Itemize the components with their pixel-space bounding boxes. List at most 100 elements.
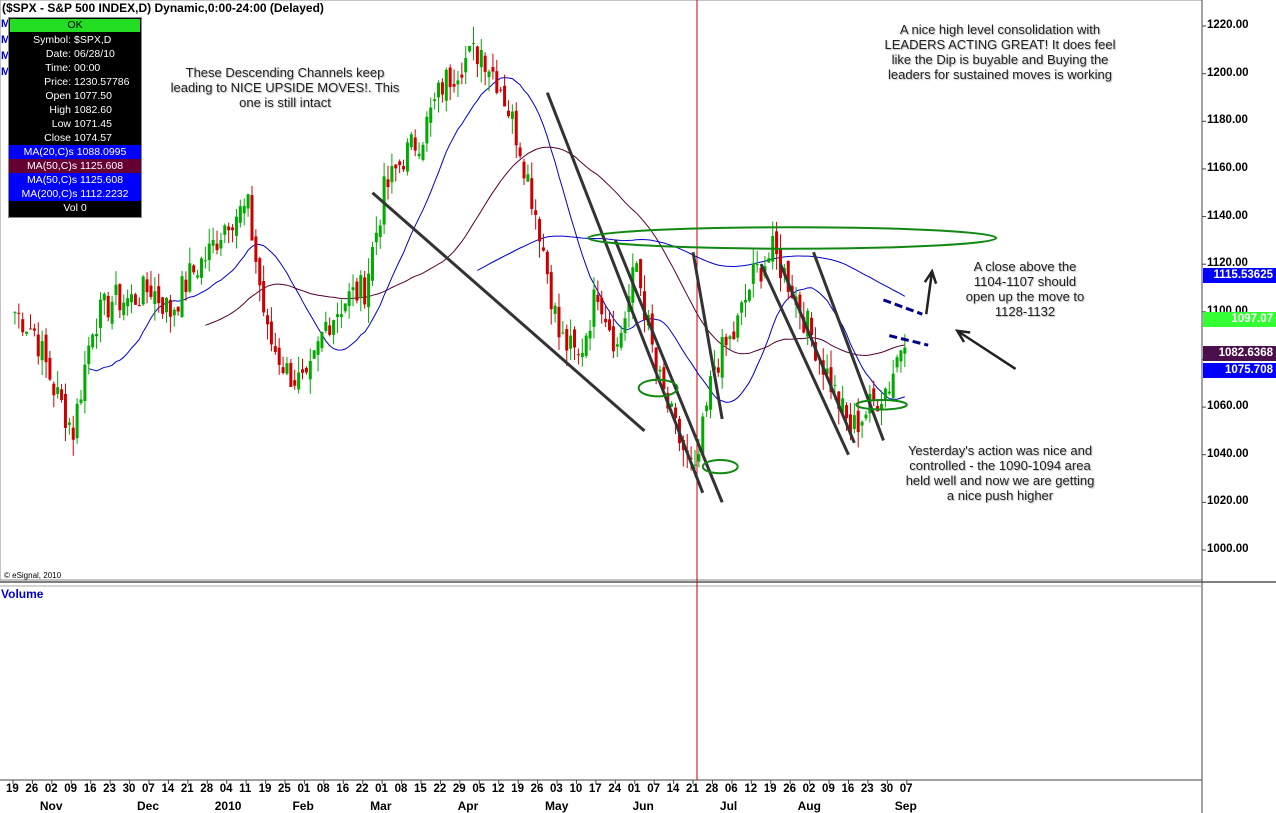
- candle-body: [332, 320, 336, 335]
- y-tick-label: 1140.00: [1207, 209, 1248, 222]
- x-month-label: Aug: [797, 799, 821, 813]
- x-date-label: 08: [316, 783, 330, 795]
- candle-body: [499, 89, 503, 91]
- x-date-label: 05: [472, 783, 486, 795]
- candles: [13, 26, 907, 478]
- data-window-row: High 1082.60: [9, 103, 141, 117]
- x-date-label: 19: [763, 783, 777, 795]
- trendline: [759, 263, 850, 456]
- candle-body: [639, 259, 643, 289]
- candle-body: [903, 347, 907, 354]
- candle-body: [71, 427, 75, 440]
- candle-body: [759, 267, 763, 282]
- candle-body: [538, 219, 542, 242]
- candle-body: [433, 99, 437, 102]
- data-window-value: 1082.60: [74, 104, 112, 116]
- candle-body: [223, 225, 227, 235]
- candle-body: [674, 407, 678, 419]
- left-marker[interactable]: M: [1, 18, 11, 30]
- x-date-label: 21: [686, 783, 699, 795]
- x-date-label: 21: [180, 783, 194, 795]
- x-date-label: 25: [278, 783, 291, 795]
- candle-body: [219, 240, 223, 249]
- x-date-label: 29: [452, 783, 466, 795]
- candle-body: [137, 305, 141, 307]
- candle-body: [254, 236, 258, 262]
- ellipses: [587, 226, 998, 475]
- moving-averages: [88, 77, 906, 403]
- candle-body: [728, 336, 732, 339]
- arrow-head: [954, 329, 971, 343]
- data-window-row: Price: 1230.57786: [9, 75, 141, 89]
- candle-body: [522, 161, 526, 179]
- x-date-label: 19: [6, 783, 19, 795]
- candle-body: [596, 294, 600, 302]
- data-window-row: Symbol: $SPX,D: [9, 33, 141, 47]
- data-window-ma: MA(20,C)s 1088.0995: [9, 145, 141, 159]
- x-date-label: 11: [239, 783, 252, 795]
- candle-body: [569, 335, 573, 349]
- x-date-label: 08: [394, 783, 408, 795]
- candle-body: [642, 291, 646, 320]
- x-date-label: 22: [355, 783, 369, 795]
- left-marker[interactable]: M: [1, 34, 11, 46]
- trendline: [545, 92, 705, 494]
- candle-body: [767, 258, 771, 263]
- price-box-last: 1097.07: [1203, 311, 1276, 327]
- candle-body: [829, 367, 833, 393]
- data-window-key: Date:: [45, 48, 71, 60]
- candle-body: [40, 341, 44, 361]
- candle-body: [157, 286, 161, 304]
- candle-body: [227, 226, 231, 231]
- candle-body: [75, 403, 79, 439]
- candle-body: [293, 380, 297, 386]
- candle-body: [798, 294, 802, 314]
- candle-body: [623, 318, 627, 334]
- candle-body: [56, 387, 60, 394]
- candle-body: [720, 337, 724, 378]
- candle-body: [207, 243, 211, 261]
- candle-body: [506, 110, 510, 117]
- candle-body: [437, 82, 441, 98]
- data-window-row: Close 1074.57: [9, 131, 141, 145]
- ma200-line: [477, 235, 906, 297]
- candle-body: [837, 391, 841, 409]
- candle-body: [845, 405, 849, 419]
- candle-body: [565, 329, 569, 351]
- candle-body: [775, 231, 779, 255]
- data-window[interactable]: OK Symbol: $SPX,D Date: 06/28/10 Time: 00:0…: [8, 17, 142, 218]
- candle-body: [316, 341, 320, 355]
- candle-body: [199, 258, 203, 278]
- candle-body: [343, 303, 347, 312]
- left-marker[interactable]: M: [1, 66, 11, 78]
- candle-body: [588, 330, 592, 339]
- x-date-label: 19: [511, 783, 524, 795]
- candle-body: [91, 334, 95, 348]
- y-tick-label: 1040.00: [1207, 447, 1249, 460]
- x-month-label: 2010: [214, 799, 242, 813]
- candle-body: [510, 111, 514, 119]
- candle-body: [122, 302, 126, 316]
- x-date-label: 15: [414, 783, 427, 795]
- candle-body: [514, 110, 518, 146]
- candle-body: [21, 319, 25, 333]
- left-marker[interactable]: M: [1, 50, 11, 62]
- chart-title: ($SPX - S&P 500 INDEX,D) Dynamic,0:00-24…: [2, 1, 324, 15]
- candle-body: [102, 293, 106, 301]
- candle-body: [172, 309, 176, 316]
- volume-pane-label[interactable]: Volume: [1, 587, 44, 601]
- data-window-value: 1230.57786: [74, 76, 130, 88]
- x-date-label: 12: [744, 783, 758, 795]
- candle-body: [716, 367, 720, 373]
- data-window-row: Low 1071.45: [9, 117, 141, 131]
- highlight-ellipse: [855, 398, 908, 411]
- x-date-label: 30: [880, 783, 894, 795]
- candle-body: [106, 295, 110, 318]
- candle-body: [36, 334, 40, 357]
- candle-body: [526, 174, 530, 182]
- candle-body: [289, 362, 293, 387]
- candle-body: [475, 46, 479, 65]
- data-window-key: Price:: [44, 76, 71, 88]
- candle-body: [561, 332, 565, 334]
- x-date-label: 02: [44, 783, 58, 795]
